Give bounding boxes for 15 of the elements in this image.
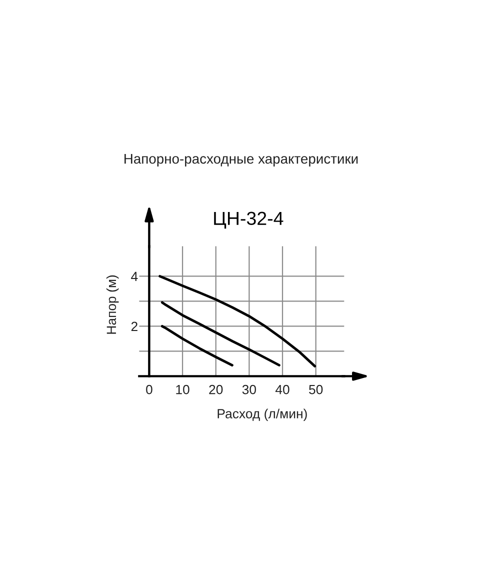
chart-subtitle: ЦН-32-4 bbox=[214, 212, 284, 229]
x-tick-label: 40 bbox=[275, 384, 290, 394]
x-tick-label: 30 bbox=[242, 384, 256, 394]
line-series bbox=[160, 301, 280, 366]
x-axis-title: Расход (л/мин) bbox=[218, 408, 307, 421]
x-tick-label: 0 bbox=[146, 384, 152, 394]
chart-title: Напорно-расходные характеристики bbox=[124, 154, 358, 166]
y-axis-title: Напор (м) bbox=[106, 275, 119, 334]
line-series bbox=[158, 274, 316, 368]
x-tick-label: 20 bbox=[209, 384, 223, 394]
y-tick-label: 4 bbox=[131, 272, 138, 282]
x-tick-label: 10 bbox=[176, 384, 190, 394]
y-tick-label: 2 bbox=[131, 322, 138, 331]
x-tick-label: 50 bbox=[309, 384, 323, 394]
line-series bbox=[160, 324, 234, 366]
